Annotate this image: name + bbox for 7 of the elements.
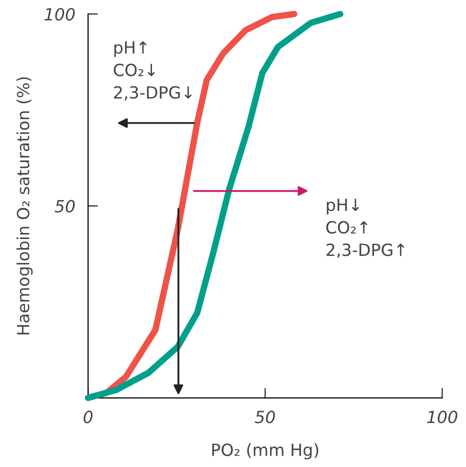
x-tick-label: 0 (84, 410, 93, 424)
x-tick-label: 100 (427, 410, 458, 424)
y-axis-title: Haemoglobin O₂ saturation (%) (16, 77, 33, 334)
annotation: pH↓ CO₂↑ 2,3-DPG↑ (326, 198, 404, 258)
x-axis-title: PO₂ (mm Hg) (212, 443, 318, 460)
annotation: pH↑ CO₂↓ 2,3-DPG↓ (114, 41, 192, 100)
x-tick-label: 50 (254, 410, 275, 424)
